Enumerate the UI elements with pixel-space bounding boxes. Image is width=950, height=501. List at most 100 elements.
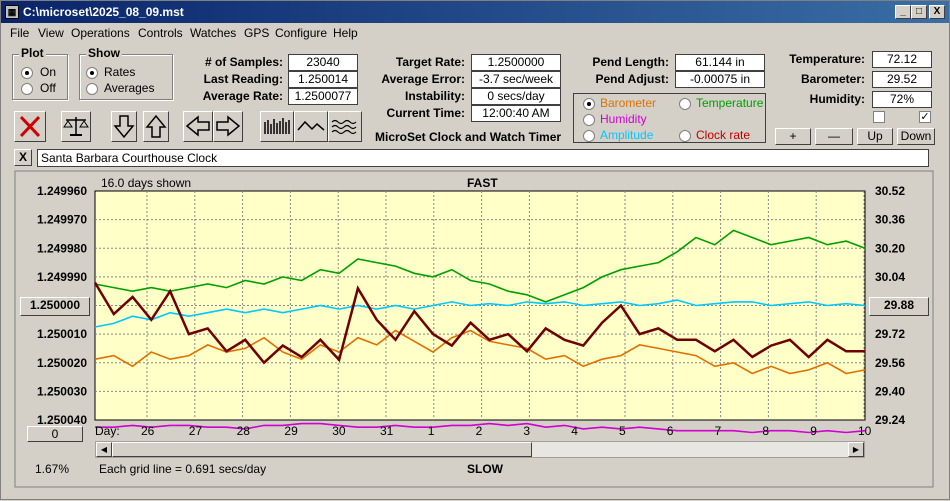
pend-adjust-field[interactable]: -0.00075 in: [675, 71, 765, 88]
clock-close-button[interactable]: X: [14, 149, 32, 166]
x-tick-label: 4: [571, 424, 578, 438]
show-rates-radio[interactable]: [86, 67, 98, 79]
right-axis-readout[interactable]: 29.88: [869, 297, 929, 316]
left-y-tick-label: 1.249980: [37, 241, 87, 255]
series-temperature-line: [94, 229, 866, 303]
left-arrow-button[interactable]: [183, 111, 213, 142]
aux-series-selector: [573, 93, 766, 143]
scales-icon: [63, 117, 89, 136]
temperature-option-label: Temperature: [696, 96, 764, 110]
current-time-label: Current Time:: [386, 106, 465, 120]
scale-plus-button[interactable]: +: [775, 128, 811, 145]
app-icon: ▦: [5, 5, 19, 19]
humidity-radio[interactable]: [583, 114, 595, 126]
scroll-left-icon[interactable]: ◀: [96, 442, 112, 457]
menu-view[interactable]: View: [38, 26, 64, 40]
menu-operations[interactable]: Operations: [71, 26, 130, 40]
show-group: Show: [79, 46, 173, 100]
right-y-tick-label: 30.52: [875, 184, 905, 198]
scale-minus-button[interactable]: —: [815, 128, 853, 145]
grid-note-label: Each grid line = 0.691 secs/day: [99, 462, 266, 476]
day-axis-label: Day:: [95, 424, 120, 438]
x-tick-label: 8: [762, 424, 769, 438]
ripple-icon: [331, 119, 357, 135]
time-scrollbar[interactable]: ◀ ▶: [95, 441, 865, 458]
minimize-button[interactable]: _: [895, 5, 911, 19]
clock-rate-radio[interactable]: [679, 130, 691, 142]
instability-label: Instability:: [404, 89, 465, 103]
left-y-tick-label: 1.250010: [37, 327, 87, 341]
aux-checkbox-1[interactable]: [873, 111, 885, 123]
arrow-up-icon: [145, 114, 167, 138]
average-error-field: -3.7 sec/week: [471, 71, 561, 88]
target-rate-label: Target Rate:: [395, 55, 465, 69]
average-error-label: Average Error:: [381, 72, 465, 86]
arrow-left-icon: [185, 115, 210, 137]
barometer-field: 29.52: [872, 71, 932, 88]
x-icon: [19, 115, 41, 138]
x-tick-label: 10: [858, 424, 872, 438]
target-rate-field[interactable]: 1.2500000: [471, 54, 561, 71]
humidity-option-label: Humidity: [600, 112, 647, 126]
barometer-radio[interactable]: [583, 98, 595, 110]
amplitude-radio[interactable]: [583, 130, 595, 142]
plot-off-radio[interactable]: [21, 83, 33, 95]
temperature-radio[interactable]: [679, 98, 691, 110]
left-y-tick-label: 1.250020: [37, 356, 87, 370]
menu-help[interactable]: Help: [333, 26, 358, 40]
x-tick-label: 5: [619, 424, 626, 438]
x-tick-label: 2: [476, 424, 483, 438]
wave-view-button[interactable]: [294, 111, 328, 142]
series-humidity-line: [95, 422, 866, 434]
bars-view-button[interactable]: [260, 111, 294, 142]
x-tick-label: 9: [810, 424, 817, 438]
show-group-title: Show: [86, 46, 122, 60]
lines-view-button[interactable]: [328, 111, 362, 142]
temperature-label: Temperature:: [789, 52, 865, 66]
pend-length-label: Pend Length:: [592, 55, 669, 69]
menu-watches[interactable]: Watches: [190, 26, 237, 40]
samples-field: 23040: [288, 54, 358, 71]
left-axis-readout[interactable]: 1.250000: [20, 297, 90, 316]
last-reading-label: Last Reading:: [203, 72, 283, 86]
plot-off-label: Off: [40, 81, 56, 95]
up-arrow-button[interactable]: [143, 111, 169, 142]
aux-checkbox-2[interactable]: ✓: [919, 111, 931, 123]
show-averages-label: Averages: [104, 81, 155, 95]
show-averages-radio[interactable]: [86, 83, 98, 95]
x-tick-label: 27: [189, 424, 203, 438]
series-barometer-line: [94, 329, 866, 375]
barometer-option-label: Barometer: [600, 96, 657, 110]
bars-icon: [264, 118, 290, 134]
scale-up-button[interactable]: Up: [857, 128, 893, 145]
scroll-thumb[interactable]: [112, 442, 532, 457]
clock-name-field[interactable]: Santa Barbara Courthouse Clock: [37, 149, 929, 167]
arrow-down-icon: [113, 115, 135, 139]
scroll-right-icon[interactable]: ▶: [848, 442, 864, 457]
x-tick-label: 29: [284, 424, 298, 438]
maximize-button[interactable]: □: [911, 5, 927, 19]
right-y-tick-label: 29.40: [875, 384, 905, 398]
series-clock-rate-line: [93, 281, 865, 365]
menu-bar: File View Operations Controls Watches GP…: [1, 23, 949, 43]
scroll-position-box[interactable]: 0: [27, 426, 83, 442]
menu-configure[interactable]: Configure: [275, 26, 328, 40]
scale-down-button[interactable]: Down: [897, 128, 935, 145]
balance-button[interactable]: [61, 111, 91, 142]
app-name-label: MicroSet Clock and Watch Timer: [375, 130, 562, 144]
close-button[interactable]: X: [929, 5, 945, 19]
menu-gps[interactable]: GPS: [244, 26, 270, 40]
right-y-tick-label: 29.72: [875, 327, 905, 341]
down-arrow-button[interactable]: [111, 111, 137, 142]
left-y-tick-label: 1.250030: [37, 384, 87, 398]
pend-length-field: 61.144 in: [675, 54, 765, 71]
right-arrow-button[interactable]: [213, 111, 243, 142]
plot-on-radio[interactable]: [21, 67, 33, 79]
stop-button[interactable]: [14, 111, 46, 142]
wave-icon: [297, 120, 325, 131]
menu-controls[interactable]: Controls: [138, 26, 183, 40]
percent-label: 1.67%: [35, 462, 69, 476]
menu-file[interactable]: File: [10, 26, 30, 40]
